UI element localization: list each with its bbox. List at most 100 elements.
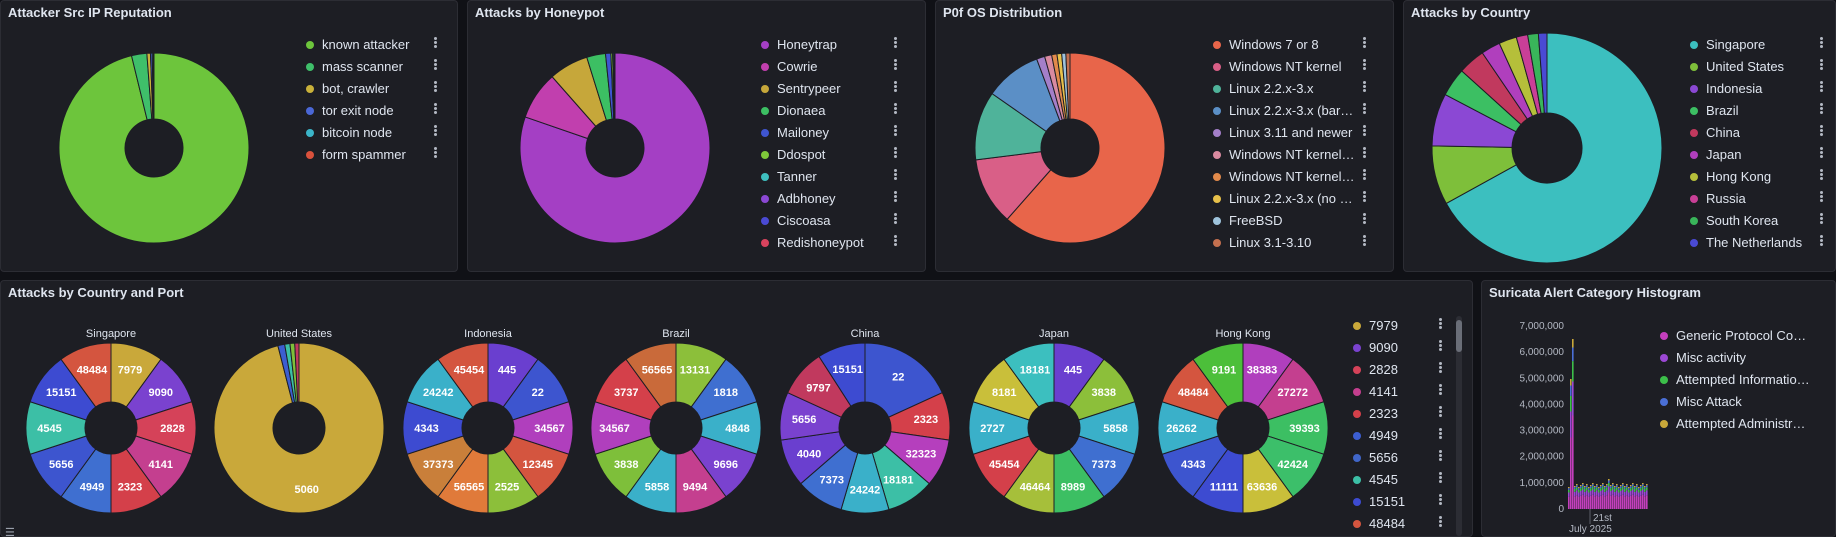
- histogram-bar[interactable]: [1620, 495, 1622, 509]
- legend-actions-icon[interactable]: [894, 213, 898, 225]
- legend-actions-icon[interactable]: [1363, 169, 1367, 181]
- histogram-bar[interactable]: [1612, 483, 1614, 485]
- legend-item[interactable]: Windows NT kernel ...: [1213, 167, 1375, 187]
- legend-actions-icon[interactable]: [1820, 59, 1824, 71]
- legend-item[interactable]: Linux 2.2.x-3.x: [1213, 79, 1375, 99]
- histogram-bar[interactable]: [1644, 487, 1646, 489]
- legend-actions-icon[interactable]: [1363, 37, 1367, 49]
- histogram-bar[interactable]: [1640, 491, 1642, 496]
- histogram-bar[interactable]: [1606, 484, 1608, 486]
- histogram-bar[interactable]: [1616, 485, 1618, 488]
- histogram-bar[interactable]: [1572, 361, 1574, 382]
- histogram-bar[interactable]: [1640, 495, 1642, 509]
- histogram-bar[interactable]: [1614, 486, 1616, 488]
- histogram-bar[interactable]: [1588, 492, 1590, 497]
- histogram-bar[interactable]: [1600, 491, 1602, 496]
- histogram-bar[interactable]: [1590, 486, 1592, 489]
- histogram-bar[interactable]: [1628, 489, 1630, 493]
- histogram-bar[interactable]: [1622, 484, 1624, 487]
- reputation-slice[interactable]: [152, 52, 155, 120]
- legend-actions-icon[interactable]: [1363, 103, 1367, 115]
- histogram-bar[interactable]: [1632, 484, 1634, 487]
- legend-actions-icon[interactable]: [1439, 318, 1443, 330]
- histogram-bar[interactable]: [1594, 487, 1596, 489]
- legend-actions-icon[interactable]: [1363, 147, 1367, 159]
- legend-item[interactable]: bitcoin node: [306, 123, 446, 143]
- histogram-bar[interactable]: [1574, 487, 1576, 489]
- histogram-bar[interactable]: [1602, 494, 1604, 509]
- histogram-bar[interactable]: [1574, 496, 1576, 509]
- suricata-histogram[interactable]: 7,000,000 6,000,000 5,000,000 4,000,000 3,00…: [1482, 281, 1836, 537]
- histogram-bar[interactable]: [1632, 486, 1634, 490]
- legend-item[interactable]: Linux 2.2.x-3.x (no ti...: [1213, 189, 1375, 209]
- histogram-bar[interactable]: [1574, 488, 1576, 492]
- histogram-bar[interactable]: [1618, 489, 1620, 493]
- histogram-bar[interactable]: [1642, 484, 1644, 487]
- histogram-bar[interactable]: [1632, 489, 1634, 495]
- histogram-bar[interactable]: [1582, 483, 1584, 485]
- honeypot-slice[interactable]: [519, 52, 711, 244]
- histogram-bar[interactable]: [1622, 494, 1624, 509]
- histogram-bar[interactable]: [1582, 494, 1584, 509]
- legend-actions-icon[interactable]: [894, 147, 898, 159]
- histogram-bar[interactable]: [1626, 484, 1628, 486]
- country-port-slice[interactable]: [864, 342, 943, 418]
- histogram-bar[interactable]: [1612, 489, 1614, 495]
- histogram-bar[interactable]: [1586, 495, 1588, 509]
- histogram-bar[interactable]: [1628, 487, 1630, 489]
- histogram-bar[interactable]: [1570, 395, 1572, 412]
- legend-actions-icon[interactable]: [1439, 450, 1443, 462]
- histogram-bar[interactable]: [1620, 491, 1622, 496]
- histogram-bar[interactable]: [1630, 495, 1632, 509]
- histogram-bar[interactable]: [1584, 486, 1586, 488]
- legend-item[interactable]: Tanner: [761, 167, 906, 187]
- p0f-slice[interactable]: [1065, 52, 1071, 120]
- histogram-bar[interactable]: [1634, 496, 1636, 509]
- legend-item[interactable]: 2323: [1353, 404, 1451, 424]
- histogram-bar[interactable]: [1604, 496, 1606, 509]
- histogram-bar[interactable]: [1626, 495, 1628, 509]
- histogram-bar[interactable]: [1630, 491, 1632, 496]
- legend-actions-icon[interactable]: [1439, 472, 1443, 484]
- legend-item[interactable]: Japan: [1690, 145, 1832, 165]
- histogram-bar[interactable]: [1638, 487, 1640, 489]
- histogram-bar[interactable]: [1634, 491, 1636, 497]
- histogram-bar[interactable]: [1614, 487, 1616, 489]
- legend-actions-icon[interactable]: [1439, 384, 1443, 396]
- histogram-bar[interactable]: [1598, 488, 1600, 490]
- histogram-bar[interactable]: [1616, 487, 1618, 491]
- histogram-bar[interactable]: [1602, 484, 1604, 487]
- histogram-bar[interactable]: [1582, 486, 1584, 490]
- histogram-bar[interactable]: [1570, 437, 1572, 510]
- legend-item[interactable]: Mailoney: [761, 123, 906, 143]
- histogram-bar[interactable]: [1604, 486, 1606, 488]
- histogram-bar[interactable]: [1570, 385, 1572, 396]
- legend-item[interactable]: Sentrypeer: [761, 79, 906, 99]
- histogram-bar[interactable]: [1638, 489, 1640, 493]
- country-port-pie-charts[interactable]: Singapore 7979 9090 2828 4141 2323 4949 5656 454…: [1, 281, 1473, 537]
- histogram-bar[interactable]: [1576, 495, 1578, 509]
- legend-actions-icon[interactable]: [1820, 81, 1824, 93]
- histogram-bar[interactable]: [1592, 489, 1594, 495]
- legend-actions-icon[interactable]: [894, 81, 898, 93]
- p0f-pie-chart[interactable]: [936, 1, 1394, 272]
- histogram-bar[interactable]: [1576, 484, 1578, 486]
- country-port-slice[interactable]: [213, 342, 385, 514]
- legend-actions-icon[interactable]: [434, 147, 438, 159]
- histogram-bar[interactable]: [1610, 491, 1612, 496]
- histogram-bar[interactable]: [1602, 489, 1604, 495]
- legend-item[interactable]: 4545: [1353, 470, 1451, 490]
- histogram-bar[interactable]: [1626, 487, 1628, 491]
- country-port-slice[interactable]: [1003, 342, 1055, 408]
- histogram-bar[interactable]: [1576, 487, 1578, 491]
- legend-actions-icon[interactable]: [1363, 125, 1367, 137]
- histogram-bar[interactable]: [1576, 485, 1578, 488]
- histogram-bar[interactable]: [1590, 488, 1592, 491]
- histogram-bar[interactable]: [1614, 488, 1616, 492]
- legend-actions-icon[interactable]: [1439, 340, 1443, 352]
- histogram-bar[interactable]: [1640, 488, 1642, 491]
- country-port-slice[interactable]: [294, 342, 300, 403]
- country-port-slice[interactable]: [1192, 342, 1244, 408]
- histogram-bar[interactable]: [1620, 486, 1622, 489]
- legend-actions-icon[interactable]: [1439, 494, 1443, 506]
